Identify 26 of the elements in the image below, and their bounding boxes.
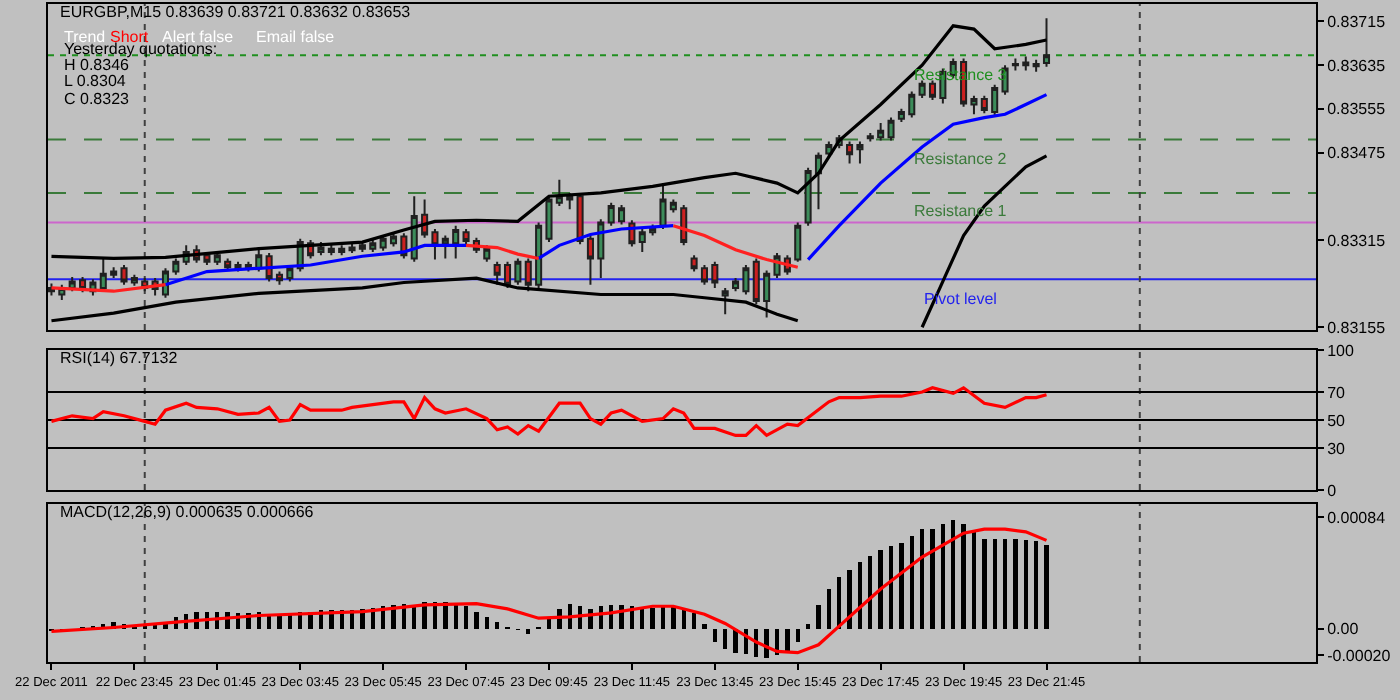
y-tick-label: -0.00020 [1327,646,1392,665]
y-tick-label: 0.83555 [1327,100,1387,119]
y-tick-label: 0.83315 [1327,231,1387,250]
y-tick-label: 100 [1327,341,1355,360]
y-tick-label: 0.83155 [1327,318,1387,337]
y-tick-label: 70 [1327,383,1347,402]
y-tick-label: 0 [1327,481,1338,500]
annotation: Trend [64,28,106,46]
annotation: L 0.8304 [64,72,127,90]
chart-title: MACD(12,26,9) 0.000635 0.000666 [60,503,315,522]
y-tick-label: 0.83715 [1327,13,1387,32]
annotation: Yesterday quotations: [64,40,218,58]
ref-line-label: Resistance 2 [914,150,1008,168]
chart-title: RSI(14) 67.7132 [60,349,179,368]
chart-title: EURGBP,M15 0.83639 0.83721 0.83632 0.83653 [60,3,412,22]
annotation: H 0.8346 [64,56,131,74]
y-tick-label: 0.00084 [1327,508,1387,527]
y-tick-label: 0.83475 [1327,144,1387,163]
annotation: Email false [256,28,336,46]
y-tick-label: 50 [1327,411,1347,430]
y-tick-label: 30 [1327,439,1347,458]
y-tick-label: 0.00 [1327,620,1360,639]
annotation: Short [110,28,150,46]
y-tick-label: 0.83635 [1327,56,1387,75]
annotation: C 0.8323 [64,90,131,108]
annotation: Alert false [162,28,235,46]
